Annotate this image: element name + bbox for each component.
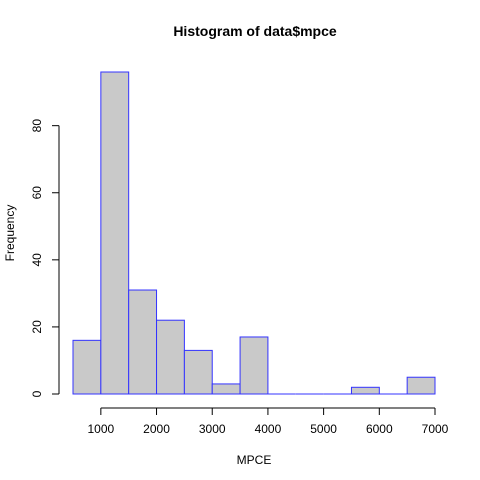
histogram-bar [406,376,436,395]
x-tick-label: 3000 [199,422,226,436]
x-tick-label: 4000 [255,422,282,436]
y-tick-label: 20 [30,320,44,334]
histogram-bar [239,336,269,395]
x-axis: 1000 2000 3000 4000 5000 6000 7000 [87,407,449,436]
x-tick-label: 7000 [422,422,449,436]
histogram-bar [350,386,380,395]
x-tick-label: 6000 [366,422,393,436]
histogram-bar [156,319,185,395]
y-tick-label: 60 [30,186,44,200]
histogram-bar [211,383,241,395]
x-tick-label: 1000 [87,422,114,436]
bars-group [72,71,436,395]
y-tick-label: 0 [30,390,44,397]
histogram-bar [128,289,158,395]
y-tick-label: 40 [30,253,44,267]
x-tick-label: 5000 [310,422,337,436]
y-axis-label: Frequency [3,205,17,262]
histogram-bar [100,71,130,395]
chart-title: Histogram of data$mpce [173,23,337,39]
y-axis: 0 20 40 60 80 [30,119,60,397]
histogram-bar [72,339,102,395]
y-tick-label: 80 [30,119,44,133]
x-axis-label: MPCE [237,453,272,467]
x-tick-label: 2000 [143,422,170,436]
histogram-bar [183,349,213,395]
